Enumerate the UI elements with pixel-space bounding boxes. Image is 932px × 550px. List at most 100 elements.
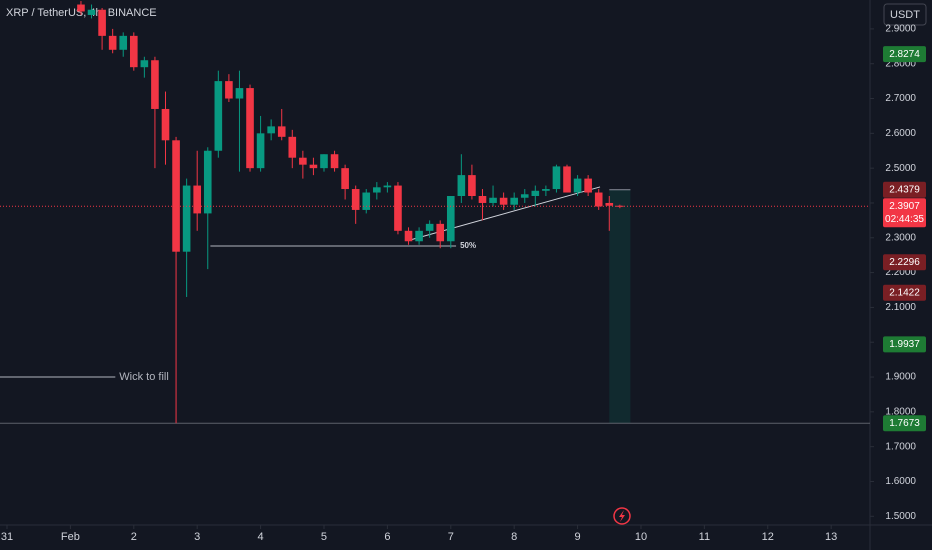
candle-body <box>129 35 138 68</box>
x-tick-label: 13 <box>825 531 837 543</box>
price-marker <box>883 415 926 432</box>
x-tick-label: Feb <box>61 531 80 543</box>
candle-body <box>415 230 423 242</box>
candle-body <box>478 196 487 203</box>
candle-body <box>584 178 592 193</box>
price-marker-label: 2.4379 <box>889 184 920 195</box>
price-marker-label: 1.9937 <box>889 339 920 350</box>
candle-body <box>140 60 149 68</box>
x-tick-label: 8 <box>511 531 517 543</box>
candle-body <box>309 164 318 169</box>
candle-body <box>193 185 201 214</box>
x-tick-label: 2 <box>131 531 137 543</box>
x-tick-label: 5 <box>321 531 327 543</box>
candle-body <box>172 140 180 252</box>
candle-body <box>77 4 85 12</box>
candle-body <box>203 150 212 214</box>
currency-label[interactable]: USDT <box>890 9 920 21</box>
logo-icon <box>613 507 631 525</box>
price-marker <box>883 198 926 228</box>
price-marker <box>883 181 926 198</box>
x-tick-label: 6 <box>384 531 390 543</box>
annotation-label: 50% <box>460 241 476 250</box>
price-marker <box>883 254 926 271</box>
currency-button[interactable] <box>883 3 927 26</box>
price-countdown: 02:44:35 <box>885 214 924 225</box>
y-tick-label: 2.2000 <box>885 267 916 278</box>
candle-body <box>468 175 476 197</box>
candle-body <box>616 205 624 207</box>
price-marker <box>883 284 926 301</box>
candle-body <box>394 185 402 231</box>
candle-body <box>288 136 297 158</box>
y-tick-label: 2.5000 <box>885 163 916 174</box>
candle-body <box>373 187 381 193</box>
y-tick-label: 2.8000 <box>885 58 916 69</box>
price-marker <box>883 336 926 353</box>
candle-body <box>573 178 582 193</box>
price-marker-label: 2.3907 <box>889 201 920 212</box>
y-tick-label: 2.7000 <box>885 93 916 104</box>
price-marker <box>883 46 926 63</box>
candle-body <box>341 168 349 190</box>
x-tick-label: 10 <box>635 531 647 543</box>
candle-body <box>552 166 561 190</box>
candle-body <box>446 196 455 242</box>
candle-body <box>425 223 434 231</box>
x-tick-label: 7 <box>448 531 454 543</box>
candle-body <box>330 154 339 169</box>
candle-body <box>351 189 360 210</box>
x-tick-label: 12 <box>762 531 774 543</box>
candle-body <box>161 108 170 141</box>
y-tick-label: 2.1000 <box>885 302 916 313</box>
candle-body <box>182 185 191 252</box>
annotation-label: Wick to fill <box>119 371 168 383</box>
candle-body <box>563 166 571 193</box>
price-marker-label: 2.8274 <box>889 49 920 60</box>
candle-body <box>531 190 540 197</box>
candle-body <box>299 157 307 165</box>
candle-body <box>98 9 106 36</box>
candle-body <box>489 197 497 203</box>
x-tick-label: 4 <box>258 531 264 543</box>
x-tick-label: 31 <box>1 531 13 543</box>
y-tick-label: 2.9000 <box>885 24 916 35</box>
candle-body <box>277 126 286 137</box>
x-tick-label: 11 <box>699 531 710 543</box>
y-tick-label: 1.5000 <box>885 511 916 522</box>
candle-body <box>256 133 265 169</box>
y-tick-label: 1.9000 <box>885 372 916 383</box>
candle-body <box>383 185 392 188</box>
price-marker-label: 2.1422 <box>889 287 920 298</box>
candle-body <box>246 88 254 169</box>
candle-body <box>225 81 233 99</box>
projection-box <box>609 189 631 424</box>
candle-body <box>520 194 529 198</box>
candle-body <box>87 9 96 15</box>
candle-body <box>119 35 128 50</box>
x-tick-label: 3 <box>194 531 200 543</box>
y-tick-label: 2.6000 <box>885 128 916 139</box>
y-tick-label: 1.6000 <box>885 476 916 487</box>
candle-body <box>510 197 518 205</box>
candle-body <box>542 189 550 191</box>
y-tick-label: 1.7000 <box>885 441 916 452</box>
candle-body <box>594 192 603 207</box>
candle-body <box>457 175 466 197</box>
y-tick-label: 2.3000 <box>885 232 916 243</box>
candle-body <box>267 126 275 134</box>
candle-body <box>605 202 614 206</box>
candle-body <box>362 192 371 210</box>
x-tick-label: 9 <box>575 531 581 543</box>
candle-body <box>214 81 223 151</box>
candle-body <box>108 35 117 50</box>
price-marker-label: 2.2296 <box>889 257 920 268</box>
y-tick-label: 1.8000 <box>885 406 916 417</box>
price-marker-label: 1.7673 <box>889 418 920 429</box>
candle-body <box>151 60 159 109</box>
candle-body <box>499 197 508 205</box>
candle-body <box>320 154 328 169</box>
candle-body <box>235 88 244 99</box>
